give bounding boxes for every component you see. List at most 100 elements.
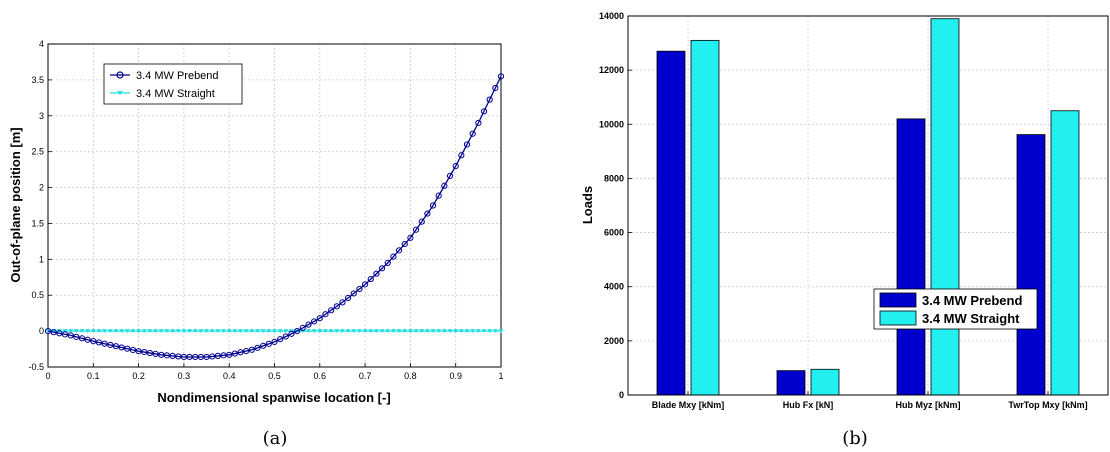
- straight-point: [113, 329, 119, 334]
- straight-point: [391, 329, 396, 334]
- straight-point: [62, 329, 68, 334]
- straight-point: [408, 329, 413, 334]
- prebend-point: [429, 202, 437, 209]
- prebend-point: [169, 352, 176, 359]
- bar-prebend: [896, 118, 926, 396]
- bar-straight: [930, 18, 960, 396]
- bar-straight: [1050, 110, 1080, 396]
- straight-point: [226, 329, 232, 334]
- straight-point: [311, 329, 317, 334]
- straight-point: [481, 329, 487, 334]
- straight-point: [362, 329, 368, 334]
- straight-point: [85, 329, 90, 334]
- straight-point: [419, 329, 425, 334]
- chart-a-x-tick-label: 0.8: [404, 371, 417, 381]
- straight-point: [334, 329, 340, 334]
- straight-point: [73, 329, 79, 334]
- straight-point: [379, 329, 385, 334]
- chart-a-y-tick-label: 1.5: [31, 218, 44, 228]
- prebend-point: [395, 247, 403, 254]
- bar-prebend: [1016, 134, 1046, 396]
- straight-point: [459, 329, 464, 334]
- straight-point: [192, 329, 198, 334]
- legend-b-straight-swatch: [879, 310, 917, 326]
- chart-a-y-tick-label: 0: [39, 326, 44, 336]
- prebend-point: [78, 335, 86, 342]
- prebend-point: [339, 299, 346, 306]
- prebend-point: [492, 84, 499, 92]
- straight-point: [68, 329, 74, 334]
- chart-b-category-label: Hub Fx [kN]: [783, 400, 834, 410]
- straight-point: [130, 329, 136, 334]
- straight-point: [141, 329, 147, 334]
- prebend-point: [107, 341, 114, 349]
- prebend-point: [118, 344, 125, 351]
- prebend-point: [288, 330, 295, 337]
- line-chart-a: 0 0.1 0.2 0.3 0.4 0.5 0.6 0.7 0.8 0.9 1 -0.500.511…: [8, 39, 505, 449]
- prebend-point: [243, 347, 250, 355]
- straight-point: [158, 329, 164, 334]
- prebend-point: [390, 253, 397, 260]
- prebend-point: [84, 336, 91, 343]
- straight-point: [425, 329, 430, 334]
- bar-chart-b: 0 2000 4000 6000 8000 10000 12000 14000 Blade M…: [580, 11, 1109, 449]
- chart-b-y-axis-label: Loads: [580, 186, 595, 224]
- prebend-series-line: [47, 76, 502, 358]
- straight-point: [238, 329, 243, 334]
- prebend-point: [56, 330, 63, 337]
- chart-b-y-ticks: 0 2000 4000 6000 8000 10000 12000 14000: [599, 11, 632, 400]
- prebend-point: [282, 333, 289, 340]
- prebend-point: [146, 349, 154, 357]
- straight-point: [328, 329, 334, 334]
- prebend-point: [446, 172, 454, 179]
- straight-point: [453, 329, 459, 334]
- prebend-point: [328, 307, 335, 314]
- chart-a-y-axis-label: Out-of-plane position [m]: [8, 127, 23, 282]
- legend-a-straight-label: 3.4 MW Straight: [136, 88, 215, 100]
- prebend-point: [294, 328, 301, 335]
- legend-straight-marker: [117, 91, 123, 95]
- prebend-point: [95, 339, 103, 346]
- straight-point: [402, 329, 408, 334]
- straight-point: [204, 329, 209, 334]
- straight-point: [413, 329, 419, 334]
- prebend-point: [277, 336, 284, 343]
- chart-b-x-ticks: Blade Mxy [kNm] Hub Fx [kN] Hub Myz [kNm] T…: [652, 391, 1088, 410]
- straight-point: [124, 329, 130, 334]
- prebend-point: [322, 311, 329, 318]
- straight-point: [175, 329, 181, 334]
- prebend-point: [237, 349, 244, 356]
- bar-straight: [690, 39, 720, 396]
- chart-a-x-tick-label: 0.6: [314, 371, 327, 381]
- straight-point: [464, 329, 470, 334]
- prebend-point: [441, 182, 448, 189]
- prebend-point: [209, 353, 216, 360]
- chart-b-y-tick-label: 4000: [604, 282, 624, 292]
- prebend-point: [378, 265, 386, 272]
- straight-point: [272, 329, 277, 334]
- prebend-point: [350, 290, 357, 297]
- prebend-point: [214, 352, 221, 359]
- prebend-point: [316, 315, 323, 322]
- chart-a-x-tick-label: 0.2: [132, 371, 145, 381]
- straight-point: [153, 329, 158, 334]
- prebend-point: [469, 130, 476, 137]
- legend-b-prebend-label: 3.4 MW Prebend: [922, 293, 1022, 308]
- straight-point: [357, 329, 362, 334]
- chart-a-y-tick-label: 2: [39, 183, 44, 193]
- prebend-point: [50, 329, 57, 336]
- straight-point: [368, 329, 374, 334]
- prebend-point: [220, 352, 227, 359]
- prebend-point: [67, 332, 74, 339]
- straight-point: [249, 329, 255, 334]
- straight-point: [340, 329, 345, 334]
- chart-a-x-tick-label: 0: [45, 371, 50, 381]
- prebend-point: [412, 226, 420, 233]
- straight-point: [317, 329, 323, 334]
- straight-point: [181, 329, 187, 334]
- prebend-point: [452, 162, 459, 170]
- legend-prebend-marker: [116, 71, 124, 79]
- prebend-point: [254, 344, 261, 351]
- prebend-point: [124, 345, 131, 352]
